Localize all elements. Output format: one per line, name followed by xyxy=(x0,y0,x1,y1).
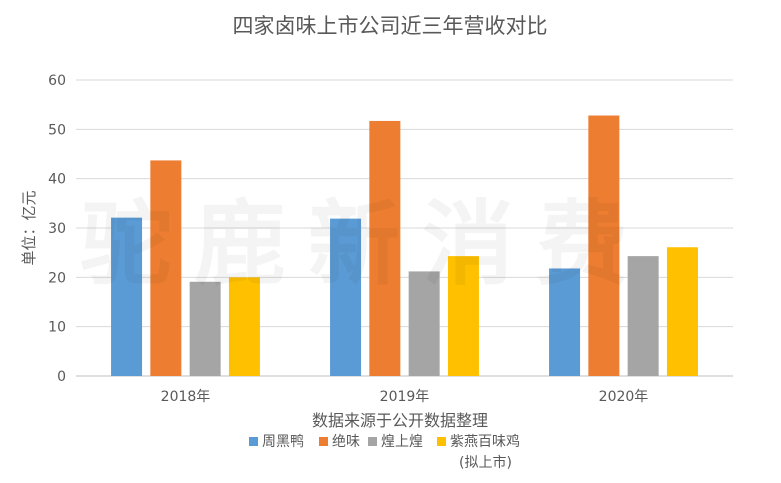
legend-label: 紫燕百味鸡 xyxy=(450,433,520,450)
y-tick-label: 20 xyxy=(48,270,66,286)
bar xyxy=(111,217,143,376)
bar xyxy=(189,281,221,376)
legend-swatch xyxy=(319,437,328,446)
bar xyxy=(150,160,182,376)
bar xyxy=(549,268,581,376)
y-tick-label: 50 xyxy=(48,122,66,138)
bar xyxy=(588,115,620,377)
bar xyxy=(666,247,698,376)
bar xyxy=(330,218,362,376)
legend-label: 周黑鸭 xyxy=(262,434,304,450)
bar xyxy=(228,277,260,376)
y-tick-label: 0 xyxy=(57,369,66,385)
bar xyxy=(627,256,659,376)
bar xyxy=(408,271,440,376)
bar xyxy=(447,256,479,376)
chart-title: 四家卤味上市公司近三年营收对比 xyxy=(233,14,548,38)
x-axis-label: 数据来源于公开数据整理 xyxy=(312,411,488,430)
x-tick-label: 2018年 xyxy=(161,389,211,405)
legend-swatch xyxy=(437,437,446,446)
x-tick-label: 2020年 xyxy=(599,389,649,405)
y-tick-label: 40 xyxy=(48,172,66,188)
bar xyxy=(369,120,401,377)
legend-note: (拟上市) xyxy=(459,454,512,471)
y-tick-label: 60 xyxy=(48,73,66,89)
legend-swatch xyxy=(368,437,377,446)
legend-label: 煌上煌 xyxy=(381,434,423,450)
legend-label: 绝味 xyxy=(332,434,360,450)
y-axis-label: 单位：亿元 xyxy=(20,190,38,265)
legend-swatch xyxy=(249,437,258,446)
y-tick-label: 30 xyxy=(48,221,66,237)
x-tick-label: 2019年 xyxy=(380,389,430,405)
y-tick-label: 10 xyxy=(48,320,66,336)
